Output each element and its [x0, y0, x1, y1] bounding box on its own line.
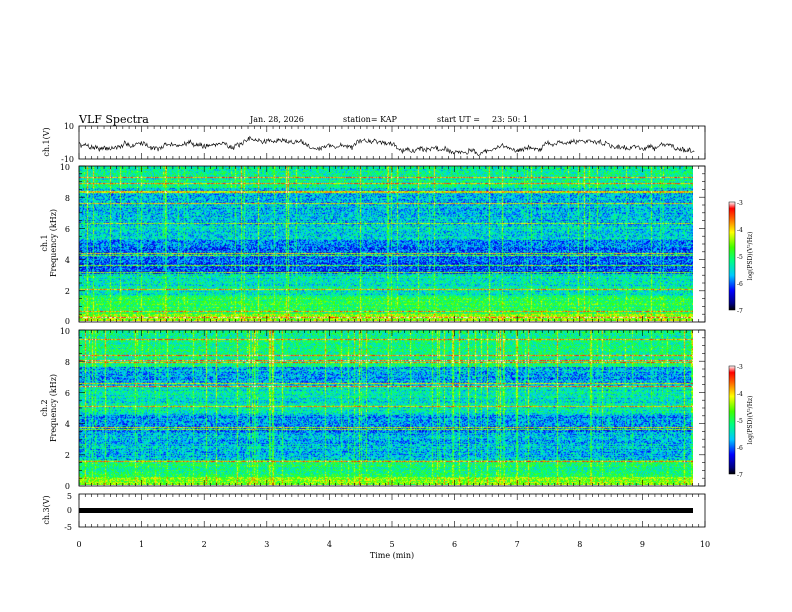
- ch2-colorbar-tick-m6: -6: [737, 445, 743, 452]
- ch1-ytick-top: 10: [64, 122, 74, 131]
- ch2-spectrogram-ylabel-channel: ch.2: [40, 399, 49, 416]
- time-tick-label-8: 8: [577, 540, 582, 549]
- ch1-colorbar-tick-m5: -5: [737, 254, 743, 261]
- time-tick-label-1: 1: [139, 540, 144, 549]
- ch1-spectrogram-heatmap: [79, 166, 693, 321]
- time-tick-label-7: 7: [515, 540, 520, 549]
- figure-title: VLF Spectra: [78, 113, 149, 126]
- time-tick-label-10: 10: [700, 540, 710, 549]
- ch2-spectrogram-ylabel-frequency: Frequency (kHz): [49, 374, 58, 442]
- ch2-freq-tick-6: 6: [65, 389, 70, 398]
- start-time-label: 23: 50: 1: [492, 115, 528, 124]
- ch2-freq-tick-10: 10: [60, 327, 70, 336]
- ch2-spectrogram-heatmap: [79, 330, 693, 485]
- ch2-colorbar-tick-m3: -3: [737, 364, 743, 371]
- ch1-colorbar-label: log(PSD)(V²/Hz): [747, 232, 754, 281]
- ch1-waveform-line: [78, 135, 695, 156]
- time-tick-label-4: 4: [327, 540, 332, 549]
- ch3-ytick-top: 5: [67, 492, 72, 501]
- ch1-freq-tick-2: 2: [65, 287, 70, 296]
- ch1-ytick-bottom: -10: [61, 155, 74, 164]
- ch2-freq-tick-4: 4: [65, 420, 70, 429]
- ch2-colorbar: -3 -4 -5 -6 -7 log(PSD)(V²/Hz): [728, 364, 754, 479]
- ch1-colorbar-gradient: [728, 201, 736, 311]
- ch3-waveform-trace: [79, 508, 693, 513]
- ch2-colorbar-label: log(PSD)(V²/Hz): [747, 396, 754, 445]
- ch2-freq-tick-2: 2: [65, 451, 70, 460]
- time-tick-label-0: 0: [76, 540, 81, 549]
- ch1-colorbar-tick-m7: -7: [737, 308, 743, 315]
- time-tick-label-6: 6: [452, 540, 457, 549]
- ch2-freq-tick-8: 8: [65, 358, 70, 367]
- ch2-spectrogram-panel: 0 2 4 6 8 10 ch.2 Frequency (kHz): [40, 327, 706, 491]
- time-axis-label: Time (min): [370, 551, 414, 560]
- ch1-freq-tick-10: 10: [60, 163, 70, 172]
- ch2-freq-tick-0: 0: [65, 482, 70, 491]
- ch1-colorbar-tick-m3: -3: [737, 200, 743, 207]
- ch2-colorbar-tick-m4: -4: [737, 391, 743, 398]
- ch2-colorbar-gradient: [728, 365, 736, 475]
- ch1-freq-tick-0: 0: [65, 317, 70, 326]
- date-label: Jan. 28, 2026: [249, 115, 304, 124]
- ch1-spectrogram-ylabel-frequency: Frequency (kHz): [49, 209, 58, 277]
- start-label: start UT =: [437, 115, 480, 124]
- ch3-ytick-mid: 0: [67, 506, 72, 515]
- time-tick-label-2: 2: [202, 540, 207, 549]
- time-tick-label-3: 3: [264, 540, 269, 549]
- time-tick-label-9: 9: [640, 540, 645, 549]
- ch2-colorbar-tick-m7: -7: [737, 472, 743, 479]
- ch1-spectrogram-ylabel-channel: ch.1: [40, 234, 49, 251]
- ch1-spectrogram-panel: 0 2 4 6 8 10 ch.1 Frequency (kHz): [40, 163, 706, 326]
- ch1-waveform-ylabel: ch.1(V): [42, 127, 51, 156]
- ch3-waveform-ylabel: ch.3(V): [42, 495, 51, 524]
- ch3-ytick-bottom: -5: [64, 523, 72, 532]
- ch1-freq-tick-4: 4: [65, 256, 70, 265]
- ch1-colorbar-tick-m6: -6: [737, 281, 743, 288]
- ch1-colorbar-tick-m4: -4: [737, 227, 743, 234]
- ch1-colorbar: -3 -4 -5 -6 -7 log(PSD)(V²/Hz): [728, 200, 754, 315]
- ch2-colorbar-tick-m5: -5: [737, 418, 743, 425]
- ch1-freq-tick-8: 8: [65, 194, 70, 203]
- time-tick-label-5: 5: [389, 540, 394, 549]
- station-label: station= KAP: [343, 115, 398, 124]
- ch1-freq-tick-6: 6: [65, 225, 70, 234]
